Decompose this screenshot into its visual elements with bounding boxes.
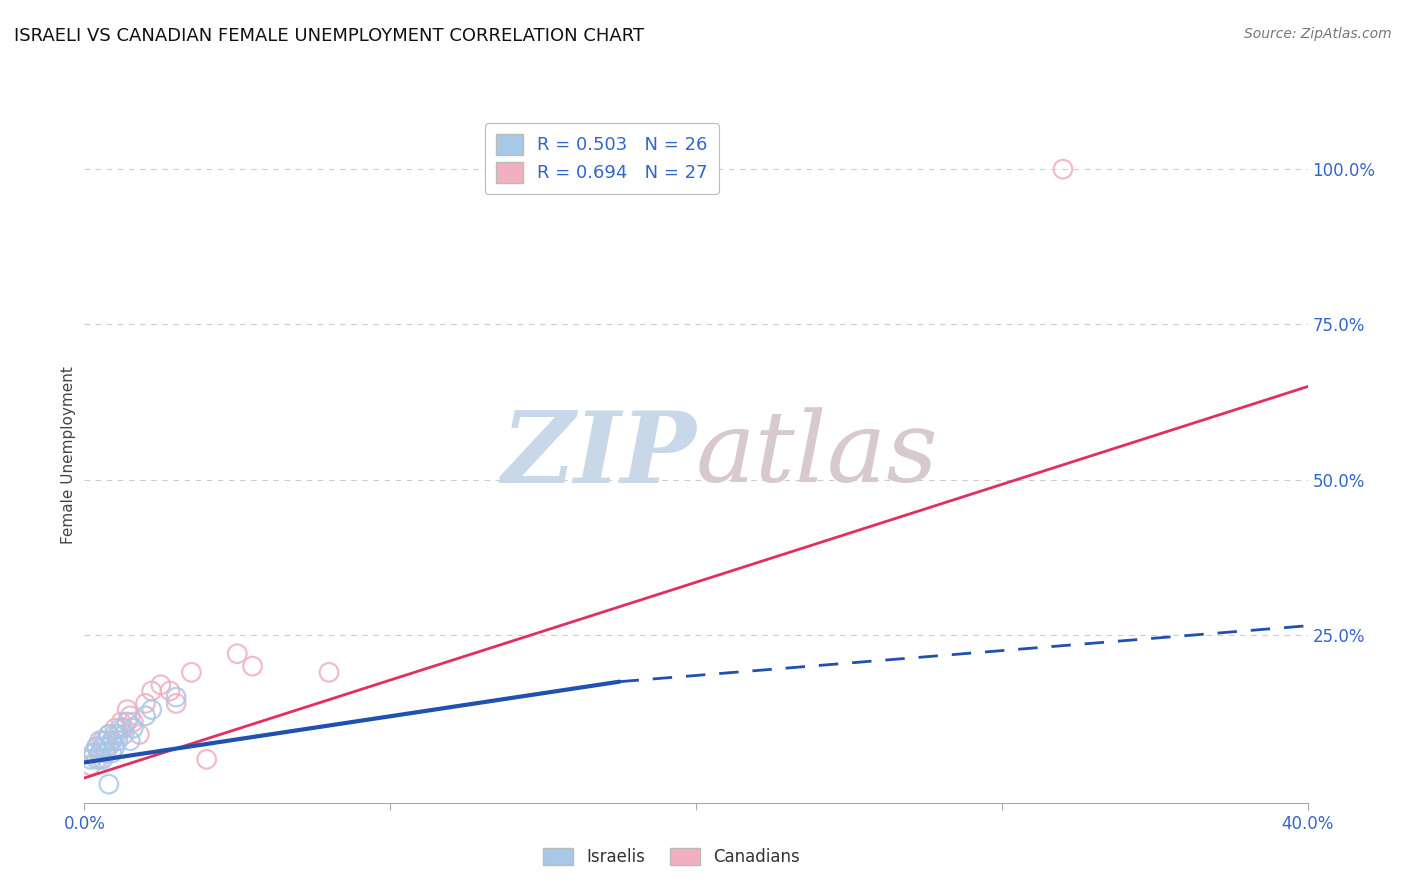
- Point: [79, 752, 101, 766]
- Y-axis label: Female Unemployment: Female Unemployment: [60, 366, 76, 544]
- Point: [107, 727, 129, 741]
- Point: [159, 684, 181, 698]
- Point: [122, 721, 145, 735]
- Point: [79, 758, 101, 772]
- Point: [135, 697, 157, 711]
- Point: [128, 727, 150, 741]
- Point: [94, 739, 117, 754]
- Point: [89, 733, 111, 747]
- Point: [86, 752, 108, 766]
- Point: [94, 746, 117, 760]
- Point: [91, 733, 114, 747]
- Text: Source: ZipAtlas.com: Source: ZipAtlas.com: [1244, 27, 1392, 41]
- Point: [165, 697, 187, 711]
- Point: [226, 647, 249, 661]
- Point: [97, 727, 120, 741]
- Point: [318, 665, 340, 680]
- Point: [135, 708, 157, 723]
- Point: [83, 746, 105, 760]
- Text: ISRAELI VS CANADIAN FEMALE UNEMPLOYMENT CORRELATION CHART: ISRAELI VS CANADIAN FEMALE UNEMPLOYMENT …: [14, 27, 644, 45]
- Point: [83, 746, 105, 760]
- Point: [122, 714, 145, 729]
- Point: [89, 746, 111, 760]
- Point: [110, 714, 132, 729]
- Legend: Israelis, Canadians: Israelis, Canadians: [534, 839, 808, 874]
- Point: [112, 727, 135, 741]
- Point: [110, 721, 132, 735]
- Point: [149, 678, 172, 692]
- Point: [91, 739, 114, 754]
- Point: [94, 733, 117, 747]
- Point: [97, 727, 120, 741]
- Point: [141, 684, 163, 698]
- Point: [141, 703, 163, 717]
- Point: [91, 752, 114, 766]
- Point: [242, 659, 264, 673]
- Point: [107, 733, 129, 747]
- Point: [115, 703, 138, 717]
- Point: [101, 733, 124, 747]
- Point: [120, 733, 142, 747]
- Point: [165, 690, 187, 705]
- Point: [104, 721, 127, 735]
- Point: [101, 746, 124, 760]
- Point: [86, 739, 108, 754]
- Point: [97, 777, 120, 791]
- Point: [101, 733, 124, 747]
- Text: ZIP: ZIP: [501, 407, 696, 503]
- Point: [89, 752, 111, 766]
- Point: [180, 665, 202, 680]
- Point: [104, 739, 127, 754]
- Point: [1052, 162, 1074, 177]
- Point: [97, 739, 120, 754]
- Point: [86, 739, 108, 754]
- Text: atlas: atlas: [696, 408, 939, 502]
- Point: [195, 752, 218, 766]
- Point: [112, 721, 135, 735]
- Point: [104, 727, 127, 741]
- Point: [115, 714, 138, 729]
- Point: [120, 708, 142, 723]
